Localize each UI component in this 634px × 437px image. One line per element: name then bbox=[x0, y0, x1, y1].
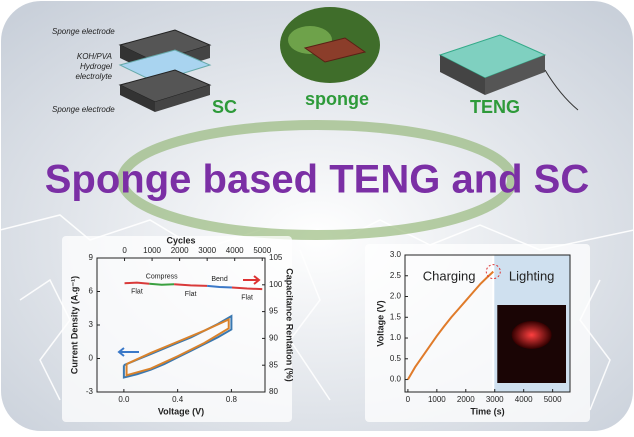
x-tick-label: 4000 bbox=[515, 395, 533, 404]
x-tick-label: 0 bbox=[406, 395, 411, 404]
x2-tick-label: 1000 bbox=[143, 246, 161, 255]
x-tick-label: 0.8 bbox=[226, 395, 238, 404]
y2-axis-label: Capacitance Rentation (%) bbox=[285, 268, 295, 382]
series-label: Flat bbox=[131, 288, 143, 295]
teng-illustration bbox=[438, 34, 579, 111]
y-tick-label: 2.5 bbox=[390, 271, 402, 280]
series-line bbox=[124, 281, 150, 285]
x2-tick-label: 5000 bbox=[253, 246, 271, 255]
series-line bbox=[407, 270, 494, 381]
series-line bbox=[122, 314, 233, 379]
panel bbox=[62, 236, 292, 422]
series-label: Compress bbox=[146, 274, 178, 281]
label: Hydrogel bbox=[80, 62, 112, 71]
y2-tick-label: 85 bbox=[269, 360, 278, 369]
x-axis-label: Time (s) bbox=[470, 406, 504, 416]
plot-frame bbox=[404, 254, 571, 393]
y-tick-label: 1.0 bbox=[390, 333, 402, 342]
y-tick-label: 1.5 bbox=[390, 312, 402, 321]
y-axis-label: Voltage (V) bbox=[375, 300, 385, 346]
y-tick-label: 6 bbox=[89, 287, 94, 296]
region-label: Lighting bbox=[509, 268, 555, 283]
x-tick-label: 0.0 bbox=[118, 395, 130, 404]
sc-illustration bbox=[118, 29, 212, 112]
series-line bbox=[149, 282, 175, 286]
y-tick-label: 0.5 bbox=[390, 354, 402, 363]
photo-glow bbox=[511, 321, 552, 349]
y-tick-label: 0 bbox=[89, 354, 94, 363]
series-label: Bend bbox=[211, 276, 227, 283]
x-axis-label: Voltage (V) bbox=[158, 406, 204, 416]
y2-tick-label: 105 bbox=[269, 253, 283, 262]
y2-tick-label: 90 bbox=[269, 334, 278, 343]
end-marker bbox=[485, 264, 501, 280]
label: KOH/PVA bbox=[77, 52, 112, 61]
series-line bbox=[174, 283, 208, 287]
label: Sponge electrode bbox=[52, 105, 115, 114]
series-label: Flat bbox=[241, 294, 253, 301]
sponge-photo bbox=[280, 7, 380, 83]
label: SC bbox=[212, 97, 237, 117]
y-tick-label: -3 bbox=[86, 387, 94, 396]
label: electrolyte bbox=[76, 72, 113, 81]
x2-axis-label: Cycles bbox=[166, 235, 195, 245]
label: TENG bbox=[470, 97, 520, 117]
y-tick-label: 2.0 bbox=[390, 292, 402, 301]
x-tick-label: 5000 bbox=[544, 395, 562, 404]
series-line bbox=[125, 317, 230, 377]
x2-tick-label: 2000 bbox=[171, 246, 189, 255]
x-tick-label: 0.4 bbox=[172, 395, 184, 404]
x2-tick-label: 4000 bbox=[226, 246, 244, 255]
y-tick-label: 9 bbox=[89, 253, 94, 262]
y-tick-label: 0.0 bbox=[390, 375, 402, 384]
x2-tick-label: 3000 bbox=[198, 246, 216, 255]
y2-tick-label: 95 bbox=[269, 307, 278, 316]
series-label: Flat bbox=[185, 291, 197, 298]
y-axis-label: Current Density (A.g⁻¹) bbox=[69, 276, 79, 374]
series-line bbox=[231, 286, 263, 291]
x-tick-label: 3000 bbox=[486, 395, 504, 404]
x-tick-label: 2000 bbox=[457, 395, 475, 404]
ring bbox=[117, 120, 517, 240]
label: sponge bbox=[305, 89, 369, 109]
region-label: Charging bbox=[423, 268, 476, 283]
y-tick-label: 3 bbox=[89, 320, 94, 329]
series-line bbox=[207, 284, 232, 289]
label: Sponge electrode bbox=[52, 27, 115, 36]
x2-tick-label: 0 bbox=[122, 246, 127, 255]
title: Sponge based TENG and SC bbox=[45, 158, 590, 202]
y-tick-label: 3.0 bbox=[390, 250, 402, 259]
y2-tick-label: 80 bbox=[269, 387, 278, 396]
arrow bbox=[243, 275, 261, 285]
y2-tick-label: 100 bbox=[269, 280, 283, 289]
arrow bbox=[117, 347, 139, 357]
x-tick-label: 1000 bbox=[428, 395, 446, 404]
